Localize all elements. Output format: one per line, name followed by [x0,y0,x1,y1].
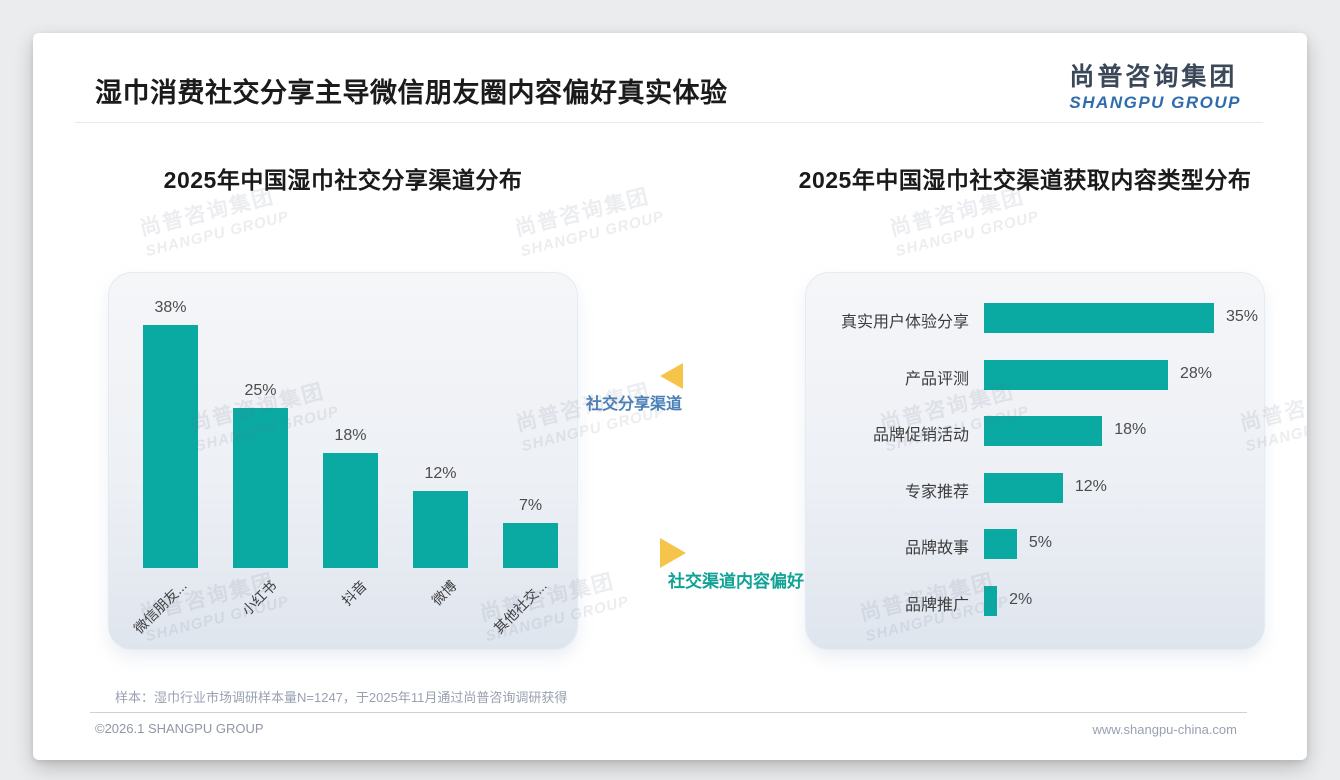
bar-真实用户体验分享 [984,303,1214,333]
bar-微信朋友... [143,324,198,568]
company-logo: 尚普咨询集团 SHANGPU GROUP [1069,57,1241,113]
share-channel-chart-panel: 38% 微信朋友... 25% 小红书 18% 抖音 12% 微博 7% 其他社交... [108,272,578,650]
sample-note: 样本：湿巾行业市场调研样本量N=1247，于2025年11月通过尚普咨询调研获得 [115,690,568,705]
right-chart-title: 2025年中国湿巾社交渠道获取内容类型分布 [798,167,1252,193]
page-title: 湿巾消费社交分享主导微信朋友圈内容偏好真实体验 [95,78,728,108]
x-axis-label: 微博 [428,577,460,609]
bar-品牌推广 [984,585,998,616]
bar-value-label: 18% [334,426,367,444]
x-axis-label: 微信朋友... [130,577,190,637]
category-label: 品牌故事 [904,540,969,557]
category-label: 真实用户体验分享 [840,314,969,331]
category-label: 品牌促销活动 [872,427,969,444]
bar-value-label: 12% [424,465,457,483]
left-chart-title: 2025年中国湿巾社交分享渠道分布 [163,167,523,193]
bar-抖音 [323,452,378,568]
share-channel-connector-label: 社交分享渠道 [586,396,683,413]
watermark-text-en: SHANGPU GROUP [893,207,1041,261]
bar-value-label: 18% [1114,421,1147,438]
category-label: 品牌推广 [904,596,969,614]
header-divider [75,122,1263,123]
bar-value-label: 28% [1179,364,1212,382]
bar-专家推荐 [984,472,1063,503]
watermark-text-en: SHANGPU GROUP [143,207,291,261]
bar-value-label: 38% [154,298,187,316]
bar-value-label: 2% [1009,590,1033,608]
bar-其他社交... [503,523,558,568]
logo-text-en: SHANGPU GROUP [1069,93,1241,112]
content-type-chart-panel: 真实用户体验分享 35% 产品评测 28% 品牌促销活动 18% 专家推荐 12% 品牌故事 5%… [805,272,1265,650]
website-text: www.shangpu-china.com [1092,722,1237,737]
bar-小红书 [233,408,288,568]
logo-text-cn: 尚普咨询集团 [1069,63,1238,91]
footer-divider [90,712,1247,713]
category-label: 产品评测 [904,370,969,388]
watermark-text-en: SHANGPU GROUP [518,207,666,261]
arrow-left-icon [660,363,683,389]
content-preference-connector-label: 社交渠道内容偏好 [668,572,804,591]
category-label: 专家推荐 [904,483,969,501]
bar-value-label: 7% [518,497,543,515]
bar-品牌故事 [984,529,1017,559]
copyright-text: ©2026.1 SHANGPU GROUP [95,721,264,736]
bar-value-label: 35% [1225,308,1258,325]
bar-value-label: 12% [1074,477,1107,495]
x-axis-label: 抖音 [338,577,370,609]
x-axis-label: 其他社交... [490,577,550,637]
bar-value-label: 25% [244,382,277,399]
bar-微博 [413,491,468,568]
arrow-right-icon [660,538,686,568]
bar-产品评测 [984,359,1168,390]
bar-品牌促销活动 [984,416,1103,446]
x-axis-label: 小红书 [238,577,280,619]
bar-value-label: 5% [1028,534,1052,551]
slide-card: 尚普咨询集团 SHANGPU GROUP 尚普咨询集团 SHANGPU GROUP 尚普… [33,33,1307,760]
